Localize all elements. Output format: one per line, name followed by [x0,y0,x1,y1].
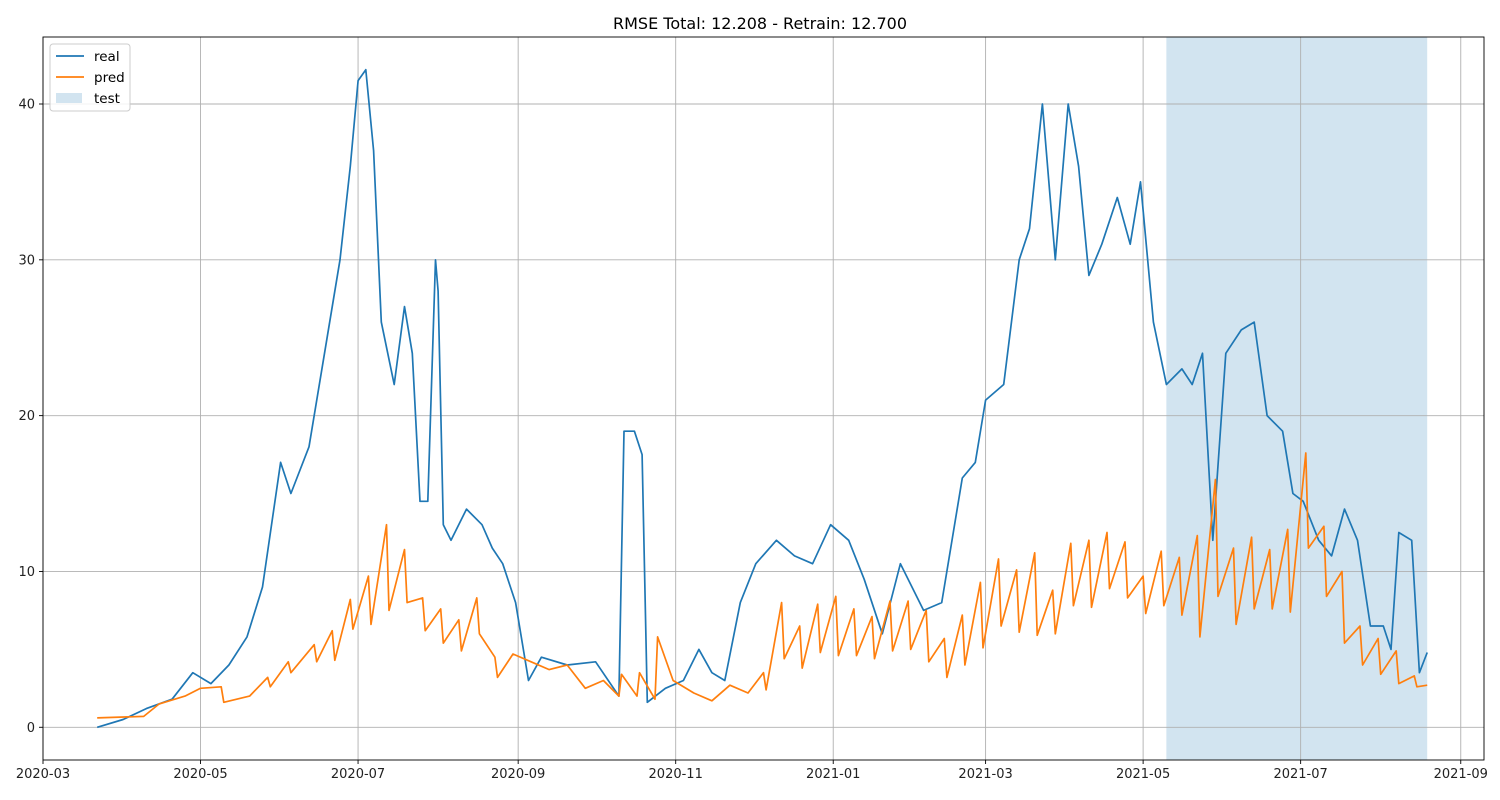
y-tick-label: 40 [18,98,35,113]
legend-label-pred: pred [94,70,125,86]
legend-swatch-test [56,93,82,103]
axes-frame [42,36,1485,761]
legend-label-real: real [94,49,120,65]
x-tick-label: 2020-07 [331,767,385,782]
chart-title: RMSE Total: 12.208 - Retrain: 12.700 [613,14,907,33]
x-tick-label: 2021-05 [1116,767,1170,782]
y-tick-label: 20 [18,409,35,424]
x-tick-label: 2021-09 [1434,767,1488,782]
legend: real pred test [49,43,131,112]
x-tick-label: 2020-11 [649,767,703,782]
y-tick-label: 30 [18,253,35,268]
x-tick-label: 2021-03 [958,767,1012,782]
x-tick-label: 2021-07 [1273,767,1327,782]
legend-box [49,43,131,112]
test-span [1166,37,1428,760]
series-line-real [96,68,1428,729]
x-tick-label: 2020-03 [16,767,70,782]
y-tick-label: 0 [27,721,35,736]
x-tick-label: 2021-01 [806,767,860,782]
legend-label-test: test [94,91,120,107]
plot-area: 2020-03 2020-05 2020-07 2020-09 2020-11 2021-… [16,36,1488,782]
x-tick-label: 2020-09 [491,767,545,782]
y-tick-label: 10 [18,565,35,580]
x-tick-label: 2020-05 [173,767,227,782]
series-line-pred [97,452,1428,719]
